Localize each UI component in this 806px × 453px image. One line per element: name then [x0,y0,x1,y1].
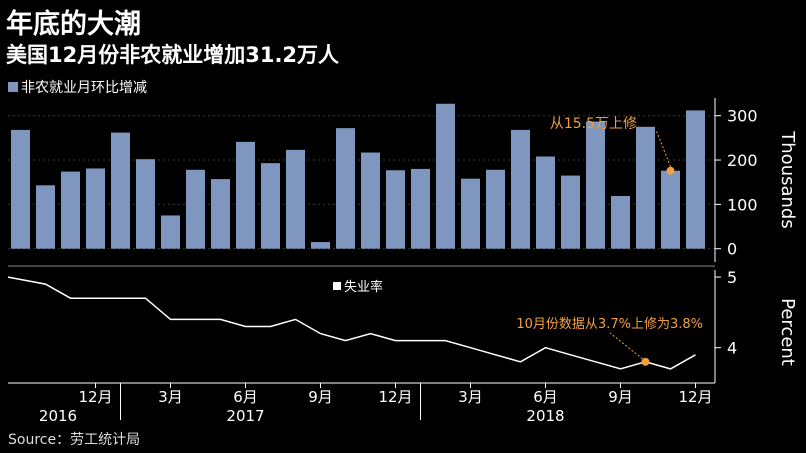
line-annotation-label: 10月份数据从3.7%上修为3.8% [516,317,703,332]
bar [136,159,155,249]
bar [11,129,30,249]
bar [486,169,505,249]
bar-annotation-label: 从15.5万上修 [550,116,637,132]
bar [561,175,580,249]
bar [336,128,355,249]
bar [61,171,80,249]
bar [686,110,705,249]
line-legend-label: 失业率 [344,279,383,295]
bar-y-tick-label: 200 [727,151,758,170]
bar [461,178,480,249]
line-legend-swatch [333,282,341,290]
x-tick-label: 9月 [608,388,633,406]
bar [586,121,605,249]
x-tick-label: 12月 [678,388,712,406]
x-tick-label: 3月 [158,388,183,406]
x-tick-label: 6月 [233,388,258,406]
bar-y-axis-title: Thousands [777,130,798,228]
bar [661,170,680,249]
bar-legend: 非农就业月环比增减 [8,77,147,97]
line-annotation-leader [609,332,643,360]
bar [86,168,105,249]
x-tick-label: 6月 [533,388,558,406]
line-y-tick-label: 5 [727,268,737,287]
bar [236,141,255,249]
bar [436,103,455,249]
bar [111,132,130,249]
bar [36,185,55,249]
bar [261,163,280,249]
bar [536,156,555,249]
unemployment-line [7,276,696,370]
bar [386,170,405,249]
x-tick-label: 9月 [308,388,333,406]
bar-legend-label: 非农就业月环比增减 [21,80,147,96]
year-label: 2018 [526,407,564,425]
year-label: 2017 [226,407,264,425]
x-tick-label: 12月 [378,388,412,406]
bar-y-tick-label: 300 [727,107,758,126]
source-note: Source：劳工统计局 [8,432,141,448]
bar [411,168,430,249]
chart-title: 年底的大潮 [6,9,141,40]
bar [211,179,230,249]
bar-y-tick-label: 100 [727,195,758,214]
x-tick-label: 3月 [458,388,483,406]
bar [286,149,305,249]
x-tick-label: 12月 [78,388,112,406]
bar [161,215,180,249]
line-y-tick-label: 4 [727,339,737,358]
line-annotation-marker [641,357,650,366]
bar-legend-swatch [8,82,18,92]
bar [311,242,330,249]
line-y-axis-title: Percent [777,298,798,366]
bar [636,126,655,249]
bar [361,152,380,249]
bar [511,129,530,249]
bar [186,169,205,249]
bar-annotation-marker [666,166,675,175]
bar-annotation-leader [656,130,671,167]
year-label: 2016 [39,407,77,425]
chart-subtitle: 美国12月份非农就业增加31.2万人 [6,43,340,67]
bar-y-tick-label: 0 [727,240,737,259]
bar [611,195,630,249]
